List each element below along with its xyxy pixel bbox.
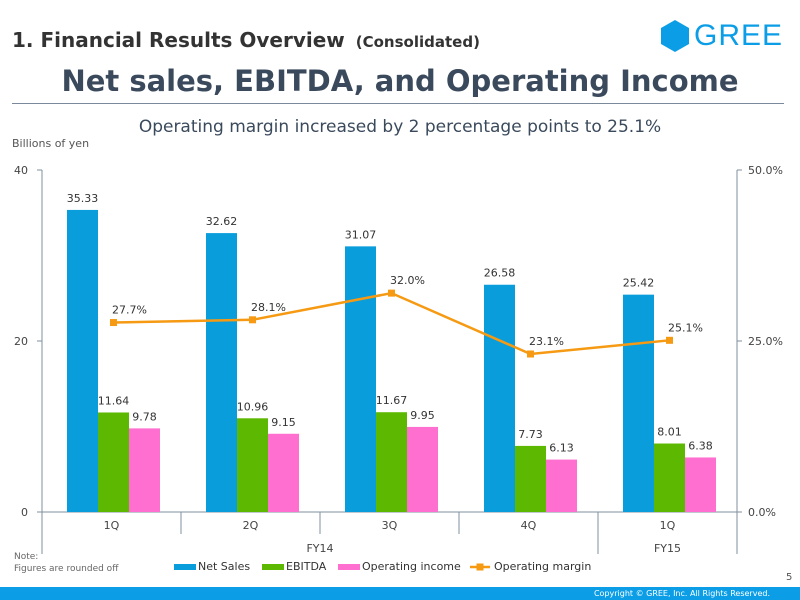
y-left-tick-label: 0 xyxy=(21,506,28,519)
legend-label: EBITDA xyxy=(286,560,327,573)
y-left-tick-label: 40 xyxy=(14,164,28,177)
bar-data-label: 7.73 xyxy=(518,428,543,441)
legend-label: Operating income xyxy=(362,560,461,573)
bar-data-label: 31.07 xyxy=(345,228,377,241)
bar-data-label: 6.13 xyxy=(549,442,574,455)
bar-operating-income xyxy=(685,457,716,512)
bar-operating-income xyxy=(546,459,577,512)
bar-operating-income xyxy=(268,433,299,512)
bar-data-label: 9.78 xyxy=(132,410,157,423)
legend-label: Net Sales xyxy=(198,560,250,573)
operating-margin-point xyxy=(666,336,673,344)
operating-margin-point xyxy=(388,289,395,297)
y-left-tick-label: 20 xyxy=(14,335,28,348)
section-title-text: 1. Financial Results Overview xyxy=(12,28,345,52)
operating-margin-label: 27.7% xyxy=(112,304,147,317)
operating-margin-line xyxy=(113,291,670,356)
operating-margin-point xyxy=(110,319,117,327)
category-label: 1Q xyxy=(660,519,676,532)
note-text: Figures are rounded off xyxy=(14,564,119,574)
y-right-tick-label: 0.0% xyxy=(748,506,776,519)
operating-margin-label: 25.1% xyxy=(668,321,703,334)
logo-text: GREE xyxy=(694,19,784,52)
bar-ebitda xyxy=(654,443,685,512)
bar-data-label: 35.33 xyxy=(67,192,99,205)
category-label: 4Q xyxy=(521,519,537,532)
y-right-tick-label: 25.0% xyxy=(748,335,783,348)
legend-label: Operating margin xyxy=(494,560,591,573)
bar-data-label: 6.38 xyxy=(688,439,713,452)
legend-swatch xyxy=(338,564,360,570)
page-title: Net sales, EBITDA, and Operating Income xyxy=(61,64,739,98)
legend-swatch xyxy=(174,564,196,570)
legend-swatch xyxy=(262,564,284,570)
bar-ebitda xyxy=(98,412,129,512)
footer-bar: Copyright © GREE, Inc. All Rights Reserv… xyxy=(0,587,800,600)
bar-data-label: 32.62 xyxy=(206,215,238,228)
unit-label: Billions of yen xyxy=(12,137,90,150)
category-label: 1Q xyxy=(104,519,120,532)
group-label: FY14 xyxy=(306,542,333,555)
group-label: FY15 xyxy=(654,542,681,555)
bar-net-sales xyxy=(67,209,98,512)
bar-operating-income xyxy=(407,426,438,512)
operating-margin-label: 23.1% xyxy=(529,335,564,348)
bar-ebitda xyxy=(237,418,268,512)
note: Note: Figures are rounded off xyxy=(14,551,118,575)
bar-data-label: 11.64 xyxy=(98,394,130,407)
bar-data-label: 9.15 xyxy=(271,416,296,429)
bar-data-label: 10.96 xyxy=(237,400,269,413)
page-number: 5 xyxy=(786,572,793,583)
bar-net-sales xyxy=(484,284,515,512)
note-heading: Note: xyxy=(14,552,39,562)
section-subtitle: (Consolidated) xyxy=(355,33,480,51)
title-divider xyxy=(12,103,784,104)
bar-data-label: 8.01 xyxy=(657,426,682,439)
bar-data-label: 25.42 xyxy=(623,277,655,290)
legend-swatch-marker xyxy=(476,563,484,571)
operating-margin-point xyxy=(249,316,256,324)
hexagon-logo-icon xyxy=(661,20,689,52)
category-label: 3Q xyxy=(382,519,398,532)
operating-margin-label: 32.0% xyxy=(390,274,425,287)
bar-data-label: 9.95 xyxy=(410,409,435,422)
bar-data-label: 11.67 xyxy=(376,394,408,407)
bar-net-sales xyxy=(206,233,237,512)
bar-net-sales xyxy=(623,294,654,512)
gree-logo: GREE xyxy=(660,18,783,54)
bar-data-label: 26.58 xyxy=(484,267,516,280)
category-label: 2Q xyxy=(243,519,259,532)
financial-chart: 0 20 40 0.0% 25.0% 50.0% 1Q 2Q 3Q 4Q 1Q FY14 FY15 35.… xyxy=(14,164,783,573)
bar-ebitda xyxy=(376,412,407,512)
copyright: Copyright © GREE, Inc. All Rights Reserv… xyxy=(593,589,770,598)
bar-net-sales xyxy=(345,246,376,512)
headline: Operating margin increased by 2 percenta… xyxy=(138,117,662,137)
operating-margin-point xyxy=(527,350,534,358)
operating-margin-label: 28.1% xyxy=(251,301,286,314)
bar-ebitda xyxy=(515,445,546,512)
y-right-tick-label: 50.0% xyxy=(748,164,783,177)
section-title: 1. Financial Results Overview (Consolida… xyxy=(12,28,480,52)
bar-operating-income xyxy=(129,428,160,512)
